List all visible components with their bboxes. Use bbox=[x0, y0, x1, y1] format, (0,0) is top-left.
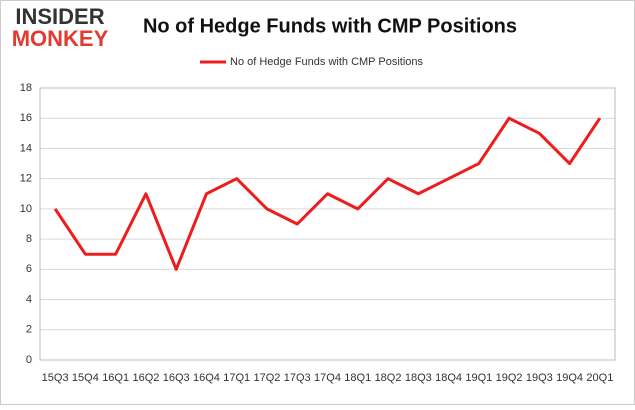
x-tick-label: 17Q1 bbox=[223, 372, 250, 384]
x-tick-label: 17Q3 bbox=[284, 372, 311, 384]
y-tick-label: 10 bbox=[20, 203, 32, 215]
y-tick-label: 12 bbox=[20, 173, 32, 185]
x-tick-label: 15Q3 bbox=[42, 372, 69, 384]
x-tick-label: 18Q3 bbox=[405, 372, 432, 384]
x-tick-label: 19Q2 bbox=[496, 372, 523, 384]
x-tick-label: 20Q1 bbox=[586, 372, 613, 384]
x-tick-label: 19Q4 bbox=[556, 372, 583, 384]
y-tick-label: 6 bbox=[26, 263, 32, 275]
logo-top: INSIDER bbox=[15, 4, 104, 29]
line bbox=[53, 116, 602, 271]
x-tick-label: 18Q4 bbox=[435, 372, 462, 384]
x-tick-label: 17Q4 bbox=[314, 372, 341, 384]
x-tick-label: 18Q2 bbox=[375, 372, 402, 384]
y-tick-label: 14 bbox=[20, 142, 32, 154]
logo-bottom: MONKEY bbox=[12, 26, 109, 51]
x-tick-label: 18Q1 bbox=[344, 372, 371, 384]
y-tick-label: 4 bbox=[26, 293, 32, 305]
x-tick-label: 19Q3 bbox=[526, 372, 553, 384]
x-tick-label: 15Q4 bbox=[72, 372, 99, 384]
legend-label: No of Hedge Funds with CMP Positions bbox=[230, 56, 423, 68]
plot-border bbox=[39, 87, 616, 361]
y-tick-label: 18 bbox=[20, 82, 32, 94]
x-tick-label: 17Q2 bbox=[254, 372, 281, 384]
y-tick-label: 8 bbox=[26, 233, 32, 245]
x-tick-label: 16Q4 bbox=[193, 372, 220, 384]
x-tick-label: 19Q1 bbox=[465, 372, 492, 384]
x-tick-label: 16Q1 bbox=[102, 372, 129, 384]
y-tick-label: 2 bbox=[26, 324, 32, 336]
x-tick-label: 16Q2 bbox=[132, 372, 159, 384]
y-tick-label: 0 bbox=[26, 354, 32, 366]
x-tick-label: 16Q3 bbox=[163, 372, 190, 384]
y-tick-label: 16 bbox=[20, 112, 32, 124]
chart-title: No of Hedge Funds with CMP Positions bbox=[143, 15, 517, 37]
